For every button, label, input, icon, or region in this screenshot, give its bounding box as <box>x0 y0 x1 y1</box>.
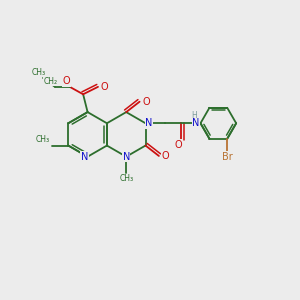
Text: N: N <box>81 152 88 162</box>
Text: CH₃: CH₃ <box>32 68 46 77</box>
Text: N: N <box>146 118 153 128</box>
Text: CH₂: CH₂ <box>44 77 58 86</box>
Text: CH₃: CH₃ <box>36 135 50 144</box>
Text: O: O <box>101 82 108 92</box>
Text: N: N <box>192 118 200 128</box>
Text: Br: Br <box>222 152 232 161</box>
Text: O: O <box>174 140 182 150</box>
Text: O: O <box>162 151 169 161</box>
Text: CH₃: CH₃ <box>119 175 133 184</box>
Text: H: H <box>192 111 197 120</box>
Text: N: N <box>122 152 130 162</box>
Text: O: O <box>63 76 70 86</box>
Text: O: O <box>142 97 150 107</box>
